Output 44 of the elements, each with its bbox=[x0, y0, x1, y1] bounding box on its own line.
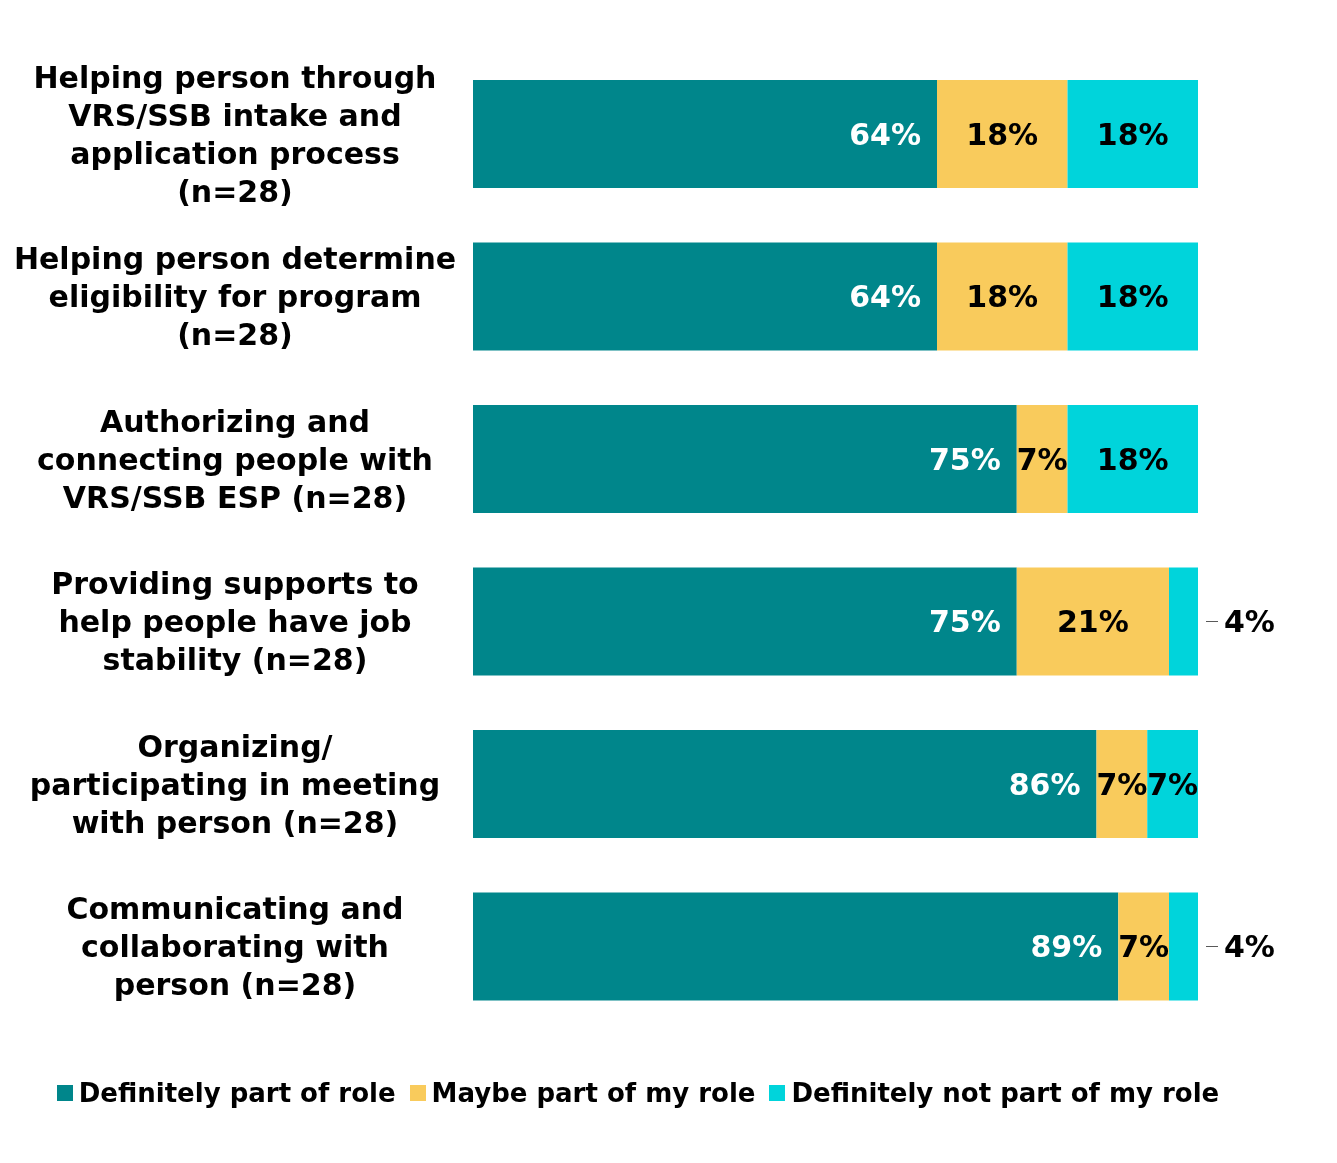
bar bbox=[1067, 242, 1198, 351]
data-label: 75% bbox=[928, 604, 1001, 639]
data-label: 18% bbox=[1096, 441, 1169, 477]
data-label: 18% bbox=[1096, 116, 1169, 152]
bar bbox=[473, 405, 1017, 513]
bar bbox=[473, 730, 1097, 838]
y-tick-label: Organizing/ participating in meeting with person (n=28) bbox=[29, 728, 441, 840]
legend-label: Definitely not part of my role bbox=[790, 1078, 1220, 1108]
y-tick-label: Helping person determine eligibility for program (n=28) bbox=[13, 241, 457, 353]
data-label: 7% bbox=[1147, 766, 1199, 802]
bar bbox=[1169, 892, 1198, 1001]
data-label: 4% bbox=[1224, 604, 1275, 639]
bar bbox=[937, 242, 1068, 351]
y-tick-label: Providing supports to help people have job stability (n=28) bbox=[51, 566, 419, 678]
bar bbox=[1147, 730, 1198, 838]
bar bbox=[1118, 892, 1169, 1001]
data-label: 4% bbox=[1224, 929, 1275, 964]
data-label: 18% bbox=[966, 279, 1039, 314]
data-label: 86% bbox=[1008, 766, 1081, 802]
bar bbox=[1016, 405, 1068, 513]
bar bbox=[1067, 80, 1198, 188]
y-tick-label: Helping person through VRS/SSB intake and application process (n=28) bbox=[33, 59, 437, 209]
data-label: 21% bbox=[1056, 604, 1129, 639]
bar bbox=[937, 80, 1068, 188]
bar bbox=[473, 80, 937, 188]
bar bbox=[1169, 567, 1198, 676]
legend-label: Definitely part of role bbox=[77, 1078, 396, 1108]
data-label: 7% bbox=[1118, 929, 1170, 964]
data-label: 89% bbox=[1030, 929, 1103, 964]
bar bbox=[473, 242, 937, 351]
data-label: 7% bbox=[1096, 766, 1148, 802]
bar bbox=[1067, 405, 1198, 513]
data-label: 64% bbox=[849, 116, 921, 152]
bar bbox=[1016, 567, 1169, 676]
legend-label: Maybe part of my role bbox=[430, 1078, 756, 1108]
y-tick-label: Communicating and collaborating with person (n=28) bbox=[66, 891, 404, 1003]
data-label: 64% bbox=[849, 279, 921, 314]
bar bbox=[473, 892, 1119, 1001]
data-label: 7% bbox=[1016, 441, 1068, 477]
data-label: 18% bbox=[966, 116, 1039, 152]
data-label: 75% bbox=[928, 441, 1001, 477]
y-tick-label: Authorizing and connecting people with VRS/SSB ESP (n=28) bbox=[37, 403, 433, 515]
bar bbox=[473, 567, 1017, 676]
data-label: 18% bbox=[1096, 279, 1169, 314]
